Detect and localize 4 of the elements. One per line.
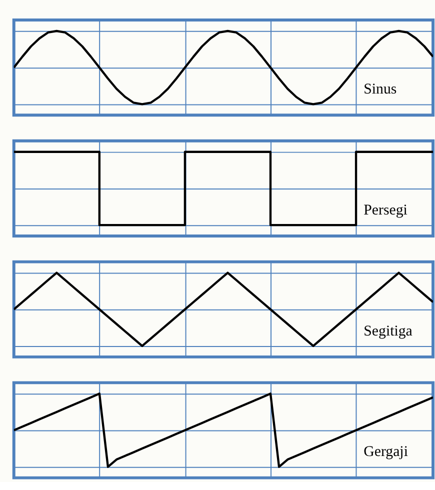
annotation: Sinus — [364, 81, 397, 98]
annotation: Segitiga — [364, 323, 413, 340]
annotation: Persegi — [364, 202, 408, 218]
annotation: Gergaji — [364, 444, 408, 460]
